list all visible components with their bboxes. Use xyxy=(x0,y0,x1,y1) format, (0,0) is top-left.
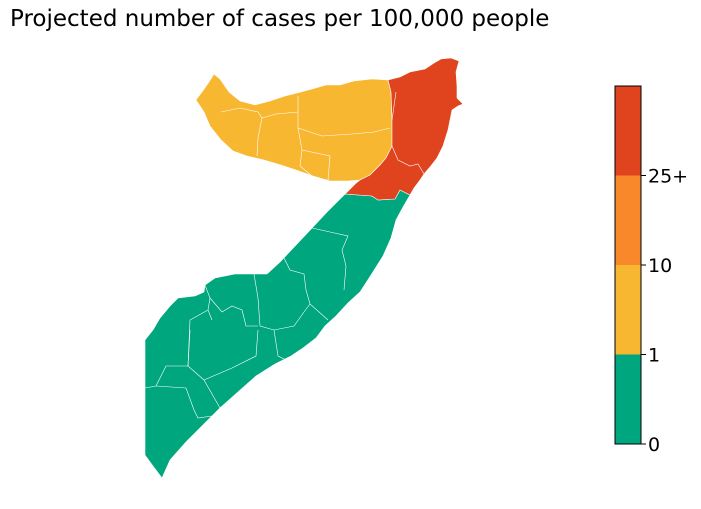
region-north-east[interactable] xyxy=(344,57,464,201)
district-borders xyxy=(144,91,425,419)
colorbar-legend: 25+ 10 1 0 xyxy=(614,85,688,456)
region-north-west[interactable] xyxy=(195,73,393,182)
colorbar-tick-label: 25+ xyxy=(648,166,688,188)
country-regions xyxy=(144,57,464,479)
colorbar-bin-10-25 xyxy=(615,175,641,265)
region-south-central[interactable] xyxy=(144,189,411,479)
colorbar-bin-0-1 xyxy=(615,354,641,444)
colorbar-tick-label: 10 xyxy=(648,255,672,277)
colorbar-bin-25-plus xyxy=(615,86,641,176)
colorbar-ticks xyxy=(641,175,646,445)
map-title: Projected number of cases per 100,000 pe… xyxy=(10,6,550,32)
colorbar-bin-1-10 xyxy=(615,265,641,355)
colorbar-tick-label: 0 xyxy=(648,434,660,456)
colorbar-tick-label: 1 xyxy=(648,345,660,367)
